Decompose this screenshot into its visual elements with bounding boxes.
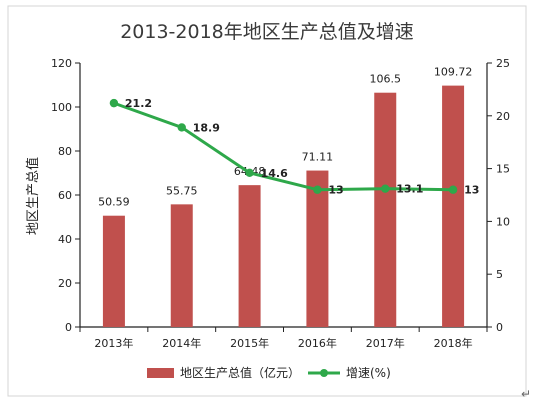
x-tick-label: 2017年 (366, 336, 405, 350)
y2-tick-label: 25 (496, 57, 510, 70)
bar (306, 170, 329, 327)
growth-line (113, 101, 454, 192)
x-axis-ticks: 2013年 2014年 2015年 2016年 2017年 2018年 (79, 327, 488, 350)
chart-title: 2013-2018年地区生产总值及增速 (120, 21, 414, 43)
x-tick-label: 2016年 (298, 336, 337, 350)
y-tick-label: 0 (65, 321, 72, 334)
bar-data-label: 109.72 (434, 66, 473, 79)
y2-tick-label: 0 (496, 321, 503, 334)
y-tick-label: 80 (58, 145, 72, 158)
line-data-label: 18.9 (193, 121, 220, 134)
x-tick-label: 2015年 (230, 336, 269, 350)
line-data-label: 13 (328, 184, 343, 197)
chart-frame (7, 5, 527, 397)
line-data-label: 21.2 (125, 97, 152, 110)
line-point (109, 98, 119, 108)
y-tick-label: 40 (58, 233, 72, 246)
line-series: 21.2 18.9 14.6 13 13.1 13 (109, 97, 479, 197)
line-data-label: 13.1 (396, 183, 423, 196)
y-axis-right-ticks: 0 5 10 15 20 25 (487, 57, 510, 334)
line-point (448, 185, 458, 194)
x-tick-label: 2014年 (162, 336, 201, 350)
bar (170, 204, 193, 327)
y2-tick-label: 15 (496, 163, 510, 176)
line-data-label: 14.6 (261, 167, 288, 180)
bar (442, 85, 465, 327)
y-axis-title: 地区生产总值 (25, 157, 41, 235)
y2-tick-label: 20 (496, 110, 510, 123)
y-axis-left-ticks: 0 20 40 60 80 100 120 (51, 57, 80, 334)
bar-data-label: 71.11 (302, 151, 334, 164)
bar (102, 215, 125, 327)
legend-bar-label: 地区生产总值（亿元） (180, 365, 300, 380)
y-tick-label: 60 (58, 189, 72, 202)
line-point (313, 185, 322, 194)
bar (238, 185, 261, 327)
x-tick-label: 2018年 (434, 336, 473, 350)
y-tick-label: 120 (51, 57, 72, 70)
y2-tick-label: 5 (496, 268, 503, 281)
bar-data-label: 55.75 (166, 184, 198, 197)
bar-data-label: 50.59 (98, 196, 130, 209)
y-tick-label: 100 (51, 101, 72, 114)
y-tick-label: 20 (58, 277, 72, 290)
bar (374, 92, 397, 327)
legend-line-label: 增速(%) (346, 366, 391, 380)
line-point (381, 184, 390, 193)
line-point (245, 168, 254, 178)
legend-bar-swatch (147, 368, 174, 378)
bar-data-label: 106.5 (370, 73, 402, 86)
line-data-label: 13 (464, 184, 479, 197)
legend-line-marker (320, 369, 328, 377)
y2-tick-label: 10 (496, 215, 510, 228)
line-point (177, 123, 186, 132)
paragraph-mark: ↵ (521, 387, 531, 401)
x-tick-label: 2013年 (94, 336, 133, 350)
legend: 地区生产总值（亿元） 增速(%) (147, 365, 391, 380)
